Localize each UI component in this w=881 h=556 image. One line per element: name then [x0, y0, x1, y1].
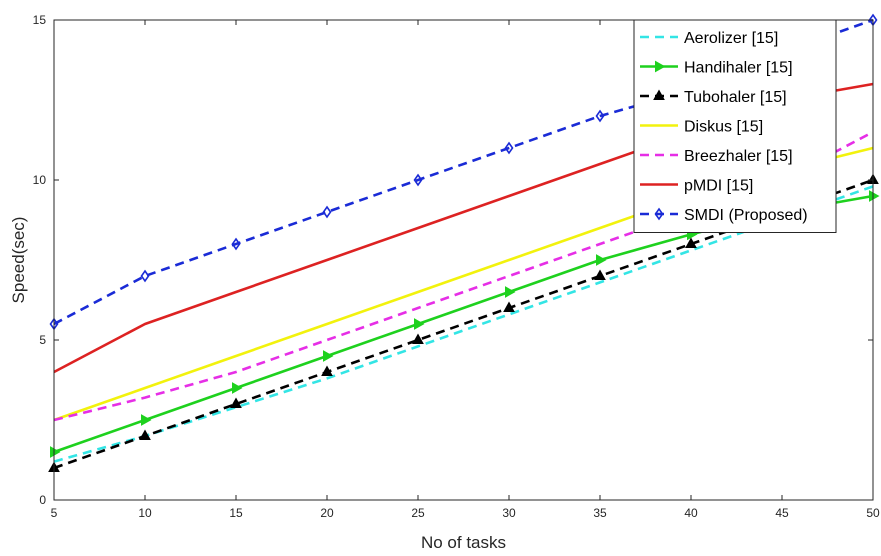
data-point: [685, 237, 697, 248]
y-tick-label: 5: [39, 333, 46, 347]
data-point: [413, 173, 423, 187]
legend-label: Tubohaler [15]: [684, 89, 787, 106]
data-point: [321, 365, 333, 376]
legend-item: pMDI [15]: [640, 178, 753, 195]
series-line: [53, 18, 874, 326]
x-tick-label: 30: [502, 506, 516, 520]
x-tick-label: 5: [51, 506, 58, 520]
legend-label: pMDI [15]: [684, 178, 753, 195]
series-line: [53, 130, 874, 422]
legend-item: Handihaler [15]: [640, 60, 793, 77]
legend-item: Breezhaler [15]: [640, 148, 793, 165]
data-point: [596, 254, 607, 266]
plot-frame: [53, 19, 874, 501]
data-point: [322, 205, 332, 219]
data-point: [594, 269, 606, 280]
legend: Aerolizer [15] Handihaler [15] Tubohaler […: [633, 19, 837, 233]
y-axis-label: Speed(sec): [9, 217, 28, 304]
legend-label: Handihaler [15]: [684, 60, 793, 77]
data-point: [50, 446, 61, 458]
x-tick-label: 45: [775, 506, 789, 520]
data-point: [412, 333, 424, 344]
legend-item: Tubohaler [15]: [640, 89, 787, 106]
data-point: [414, 318, 425, 330]
legend-label: Aerolizer [15]: [684, 30, 778, 47]
x-tick-label: 25: [411, 506, 425, 520]
x-tick-label: 20: [320, 506, 334, 520]
series-5: [53, 130, 874, 422]
data-point: [140, 269, 150, 283]
data-point: [323, 350, 334, 362]
x-tick-label: 10: [138, 506, 152, 520]
x-tick-label: 40: [684, 506, 698, 520]
legend-label: SMDI (Proposed): [684, 207, 808, 224]
data-point: [503, 301, 515, 312]
legend-marker: [654, 207, 664, 221]
data-point: [869, 190, 880, 202]
data-point: [505, 286, 516, 298]
legend-label: Breezhaler [15]: [684, 148, 793, 165]
legend-item: Aerolizer [15]: [640, 30, 778, 47]
y-tick-label: 15: [33, 13, 47, 27]
legend-item: Diskus [15]: [640, 119, 763, 136]
series-line: [53, 185, 874, 463]
data-point: [230, 397, 242, 408]
y-tick-label: 0: [39, 493, 46, 507]
data-point: [595, 109, 605, 123]
data-point: [139, 429, 151, 440]
data-point: [231, 237, 241, 251]
y-tick-label: 10: [33, 173, 47, 187]
x-tick-label: 35: [593, 506, 607, 520]
data-point: [232, 382, 243, 394]
data-point: [141, 414, 152, 426]
x-tick-label: 50: [866, 506, 880, 520]
legend-item: SMDI (Proposed): [640, 207, 808, 224]
legend-marker: [653, 89, 665, 100]
legend-marker: [655, 60, 666, 73]
data-point: [504, 141, 514, 155]
series-1: [53, 185, 874, 463]
x-tick-label: 15: [229, 506, 243, 520]
legend-label: Diskus [15]: [684, 119, 763, 136]
x-axis-label: No of tasks: [421, 533, 506, 552]
